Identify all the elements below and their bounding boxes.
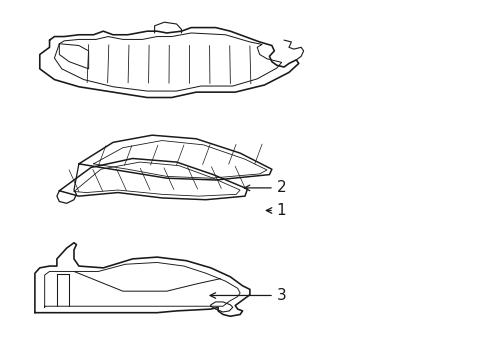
Text: 1: 1 [266,203,286,218]
Text: 2: 2 [245,180,286,195]
Text: 3: 3 [210,288,287,303]
